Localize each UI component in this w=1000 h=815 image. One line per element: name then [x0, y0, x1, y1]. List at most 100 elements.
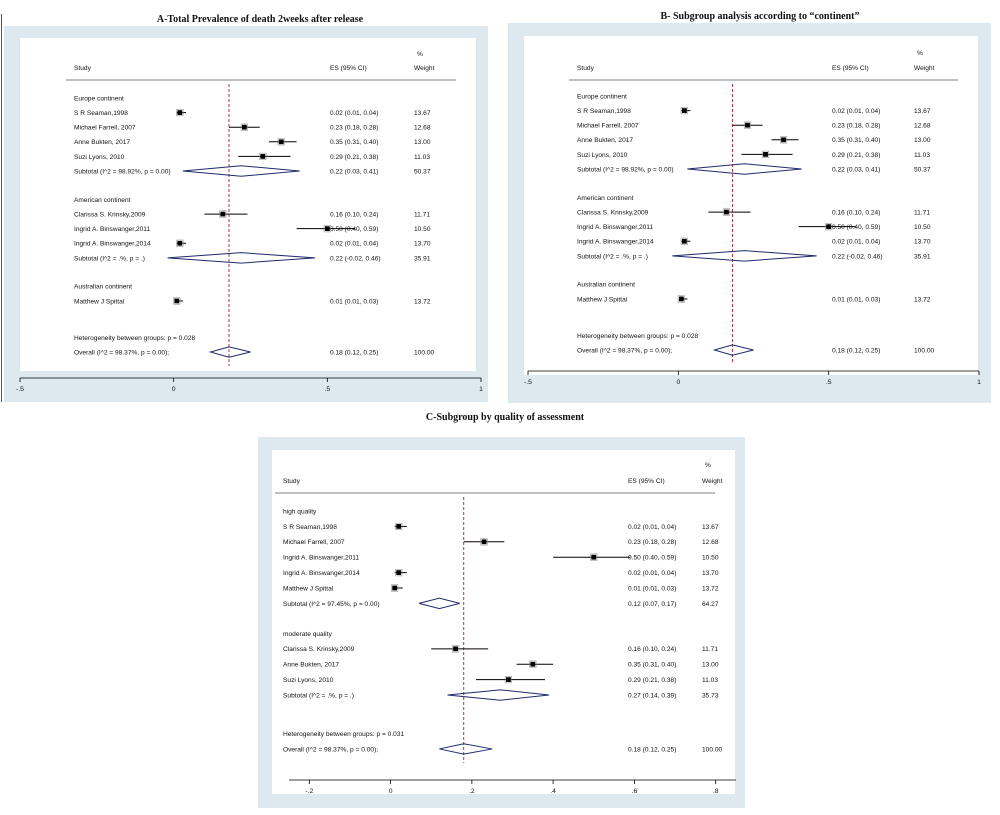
study-label: Anne Bukten, 2017: [577, 137, 633, 144]
subtotal-ci-text: 0.22 (0.03, 0.41): [832, 166, 880, 173]
overall-diamond: [712, 344, 754, 356]
study-weight-text: 13.67: [914, 108, 931, 115]
subtotal-label: Subtotal (I^2 = 98.92%, p = 0.00): [577, 166, 674, 173]
forest-plot-c-svg: Study ES (95% CI)% Weight high quality S R S…: [272, 450, 736, 795]
study-ci-text: 0.02 (0.01, 0.04): [330, 110, 378, 117]
column-header-study: Study: [74, 65, 92, 72]
study-weight-box: [391, 584, 399, 592]
x-tick-label: .8: [713, 788, 719, 795]
study-weight-text: 12.68: [914, 123, 931, 130]
study-point-marker: [681, 108, 687, 113]
study-point-marker: [174, 298, 180, 304]
study-weight-box: [240, 123, 248, 131]
study-weight-text: 10.50: [414, 226, 431, 233]
study-label: Clarissa S. Krinsky,2009: [74, 211, 146, 218]
subtotal-weight-text: 35.73: [702, 692, 719, 699]
study-ci-text: 0.35 (0.31, 0.40): [330, 139, 378, 146]
study-weight-box: [529, 660, 537, 668]
study-weight-text: 12.68: [414, 125, 431, 132]
chart-a-title: A-Total Prevalence of death 2weeks after…: [156, 14, 364, 25]
subtotal-ci-text: 0.22 (-0.02, 0.46): [330, 255, 381, 262]
study-weight-text: 13.70: [914, 239, 931, 246]
study-label: Suzi Lyons, 2010: [577, 152, 628, 159]
study-weight-text: 10.50: [702, 555, 719, 562]
study-point-marker: [745, 122, 750, 128]
plot-area: [272, 450, 735, 794]
chart-b-title: B- Subgroup analysis according to “conti…: [660, 11, 860, 22]
study-ci-text: 0.01 (0.01, 0.03): [832, 296, 880, 303]
study-label: Clarissa S. Krinsky,2009: [283, 646, 355, 653]
study-ci-text: 0.23 (0.18, 0.28): [330, 125, 378, 132]
study-weight-text: 11.03: [914, 152, 930, 159]
forest-plot-b-svg: Study ES (95% CI)% Weight Europe continent S…: [524, 36, 981, 386]
study-label: Ingrid A. Binswanger,2014: [74, 241, 151, 248]
x-tick-label: .6: [632, 788, 638, 795]
study-weight-box: [480, 538, 488, 546]
subtotal-ci-text: 0.27 (0.14, 0.39): [628, 692, 676, 699]
subgroup-label: Europe continent: [577, 93, 627, 100]
study-label: S R Seaman,1998: [577, 108, 631, 115]
x-tick-label: .5: [826, 379, 832, 386]
study-weight-text: 13.67: [414, 110, 431, 117]
study-point-marker: [781, 137, 786, 143]
study-ci-text: 0.29 (0.21, 0.38): [832, 152, 880, 159]
study-weight-text: 11.71: [414, 211, 430, 218]
x-tick-label: .4: [550, 788, 556, 795]
plot-area: [20, 38, 476, 371]
forest-plot-b: Study ES (95% CI)% Weight Europe continent S…: [508, 23, 991, 403]
study-weight-box: [173, 297, 181, 305]
study-point-marker: [260, 154, 266, 159]
subtotal-ci-text: 0.22 (-0.02, 0.46): [832, 253, 883, 260]
x-tick-label: -.5: [16, 386, 24, 393]
study-weight-text: 13.72: [702, 585, 719, 592]
column-header-study: Study: [283, 478, 301, 485]
column-header-weight: Weight: [414, 65, 435, 72]
study-weight-text: 11.71: [702, 646, 718, 653]
overall-diamond: [208, 346, 251, 358]
study-weight-text: 13.72: [914, 296, 931, 303]
subtotal-label: Subtotal (I^2 = 98.92%, p = 0.00): [74, 168, 171, 175]
study-weight-text: 10.50: [914, 224, 931, 231]
subtotal-weight-text: 35.91: [414, 255, 431, 262]
study-ci-text: 0.50 (0.40, 0.59): [832, 224, 880, 231]
overall-diamond: [439, 743, 493, 755]
study-label: S R Seaman,1998: [74, 110, 128, 117]
subtotal-label: Subtotal (I^2 = .%, p = .): [577, 253, 648, 260]
x-tick-label: 0: [389, 788, 393, 795]
study-ci-text: 0.23 (0.18, 0.28): [832, 123, 880, 130]
x-tick-label: -.5: [524, 379, 532, 386]
x-tick-label: 1: [479, 386, 483, 393]
column-header-weight: Weight: [702, 478, 723, 485]
study-label: Michael Farrell, 2007: [283, 539, 345, 546]
study-label: Michael Farrell, 2007: [577, 123, 639, 130]
subtotal-diamond: [418, 597, 460, 610]
subgroup-label: Australian continent: [577, 282, 635, 289]
study-label: S R Seaman,1998: [283, 524, 337, 531]
study-weight-text: 13.70: [414, 241, 431, 248]
heterogeneity-label: Heterogeneity between groups: p = 0.028: [577, 333, 698, 340]
study-weight-box: [680, 107, 688, 115]
study-label: Matthew J Spittal: [74, 298, 125, 305]
subtotal-diamond: [672, 250, 817, 262]
heterogeneity-label: Heterogeneity between groups: p = 0.028: [74, 335, 195, 342]
study-weight-text: 13.72: [414, 298, 431, 305]
study-weight-box: [176, 109, 184, 117]
plot-area: [524, 36, 978, 375]
study-weight-box: [259, 152, 267, 160]
study-label: Ingrid A. Binswanger,2011: [577, 224, 653, 231]
subgroup-label: moderate quality: [283, 631, 332, 638]
study-point-marker: [392, 585, 398, 591]
study-weight-box: [395, 522, 403, 530]
study-point-marker: [241, 124, 247, 130]
overall-label: Overall (I^2 = 98.37%, p = 0.00);: [577, 347, 672, 354]
study-ci-text: 0.16 (0.10, 0.24): [832, 209, 880, 216]
study-weight-text: 13.00: [414, 139, 431, 146]
study-label: Clarissa S. Krinsky,2009: [577, 209, 649, 216]
column-header-es: ES (95% CI): [832, 65, 869, 72]
study-weight-box: [743, 121, 752, 129]
subgroup-label: American continent: [74, 197, 131, 204]
study-weight-box: [825, 223, 833, 231]
subtotal-label: Subtotal (I^2 = .%, p = .): [74, 255, 145, 262]
study-weight-box: [677, 295, 685, 303]
subtotal-weight-text: 50.37: [414, 168, 431, 175]
